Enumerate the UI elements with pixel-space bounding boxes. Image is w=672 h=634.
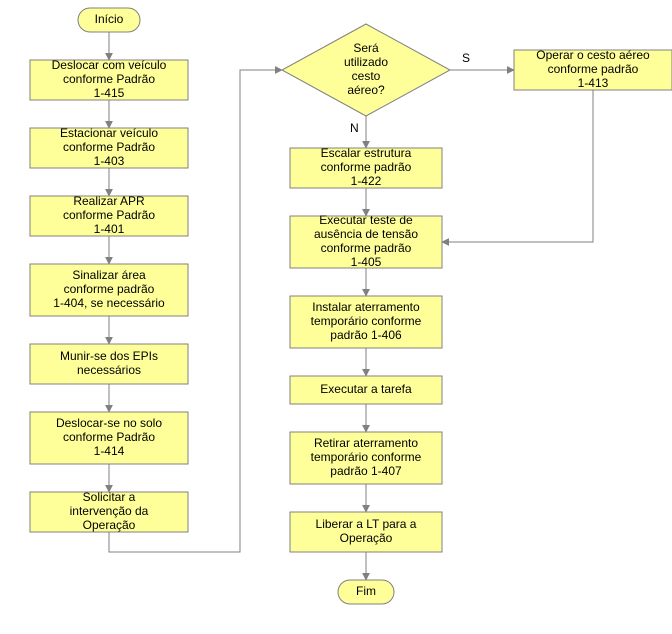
node-label: Início: [95, 12, 124, 26]
node-pN1: Escalar estruturaconforme padrão1-422: [290, 146, 442, 188]
edge-label: N: [350, 121, 359, 135]
edge-label: S: [462, 51, 470, 65]
node-p5: Munir-se dos EPIsnecessários: [30, 344, 188, 384]
node-inicio: Início: [78, 8, 140, 32]
nodes-layer: Início Deslocar com veículoconforme Padrã…: [30, 8, 672, 604]
node-p4: Sinalizar áreaconforme padrão1-404, se n…: [30, 264, 188, 316]
node-label: Executar a tarefa: [320, 382, 412, 396]
node-p6: Deslocar-se no soloconforme Padrão1-414: [30, 412, 188, 464]
flowchart-canvas: S N Início Deslocar com veículoconforme Pad…: [0, 0, 672, 634]
node-p2: Estacionar veículoconforme Padrão1-403: [30, 126, 188, 168]
node-d1: Seráutilizadocestoaéreo?: [282, 24, 450, 116]
node-label: Fim: [356, 584, 376, 598]
node-p7: Solicitar aintervenção daOperação: [30, 490, 188, 532]
node-fim: Fim: [338, 580, 394, 604]
node-pC4: Retirar aterramentotemporário conformepa…: [290, 432, 442, 484]
node-pC5: Liberar a LT para aOperação: [290, 512, 442, 552]
node-pC3: Executar a tarefa: [290, 376, 442, 404]
node-pC1: Executar teste deausência de tensãoconfo…: [290, 213, 442, 269]
node-p3: Realizar APRconforme Padrão1-401: [30, 194, 188, 236]
node-p1: Deslocar com veículoconforme Padrão1-415: [30, 58, 188, 100]
edge: [442, 90, 593, 242]
node-pC2: Instalar aterramentotemporário conformep…: [290, 296, 442, 348]
node-pS: Operar o cesto aéreoconforme padrão1-413: [514, 48, 672, 90]
